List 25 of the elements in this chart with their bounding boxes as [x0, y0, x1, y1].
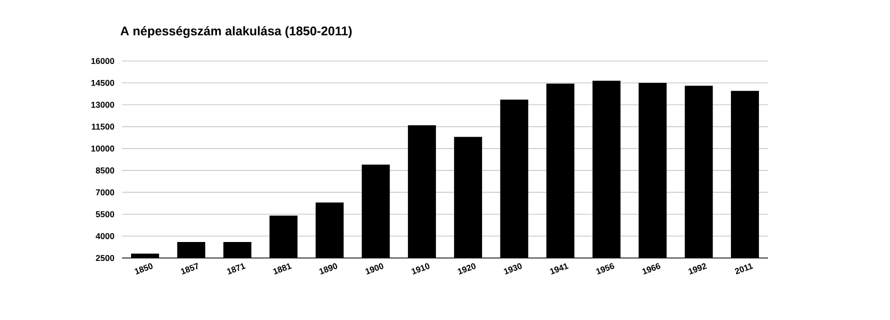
y-tick-label: 16000: [91, 58, 114, 64]
chart-title: A népességszám alakulása (1850-2011): [120, 26, 352, 38]
x-tick-label: 1966: [642, 263, 660, 274]
y-tick-label: 2500: [96, 254, 114, 262]
y-tick-label: 4000: [96, 233, 114, 240]
x-tick-label: 1857: [180, 262, 198, 274]
x-tick-label: 1850: [134, 263, 153, 274]
x-tick-label: 1900: [365, 263, 384, 274]
x-tick-label: 2011: [734, 263, 754, 274]
x-tick-label: 1930: [504, 263, 522, 274]
x-tick-label: 1910: [412, 263, 430, 274]
x-tick-label: 1920: [458, 263, 476, 274]
y-tick-label: 13000: [91, 102, 114, 108]
y-tick-label: 10000: [91, 146, 114, 152]
y-tick-label: 7000: [96, 189, 114, 196]
x-tick-label: 1881: [273, 263, 292, 274]
y-tick-label: 8500: [96, 167, 114, 174]
y-tick-label: 5500: [96, 211, 114, 218]
x-tick-label: 1871: [226, 263, 246, 274]
x-tick-label: 1941: [550, 263, 569, 274]
y-tick-label: 11500: [92, 124, 114, 130]
x-tick-label: 1992: [688, 263, 707, 274]
x-tick-label: 1890: [319, 263, 338, 274]
x-tick-label: 1956: [596, 263, 614, 274]
y-tick-label: 14500: [91, 80, 114, 86]
